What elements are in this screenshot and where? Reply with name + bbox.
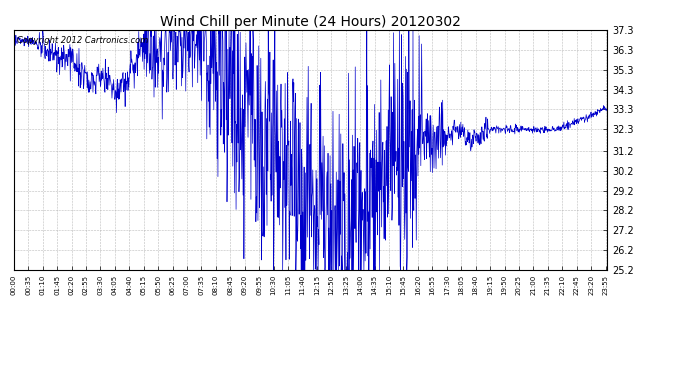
Text: Copyright 2012 Cartronics.com: Copyright 2012 Cartronics.com (17, 36, 148, 45)
Title: Wind Chill per Minute (24 Hours) 20120302: Wind Chill per Minute (24 Hours) 2012030… (160, 15, 461, 29)
